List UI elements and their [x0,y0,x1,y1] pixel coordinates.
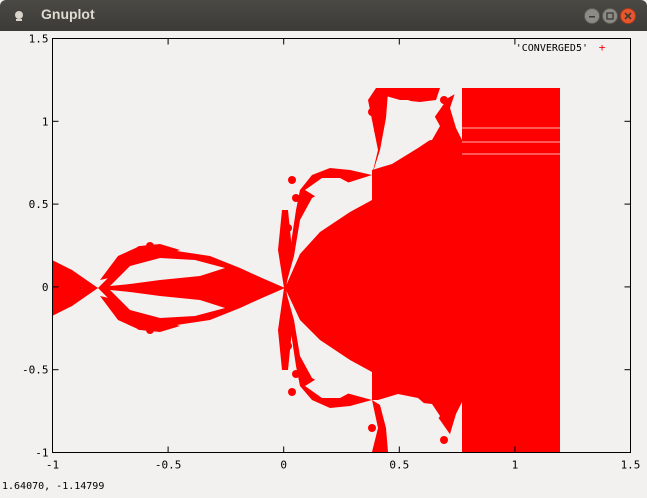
y-tick-label: 1 [42,115,49,128]
close-button[interactable] [620,8,636,24]
maximize-button[interactable] [602,8,618,24]
x-tick-label: 1.5 [621,459,641,472]
x-tick-label: 0 [280,459,287,472]
legend-marker-icon: + [599,41,606,54]
app-icon [15,11,23,21]
minimize-icon [589,16,595,18]
status-coordinates: 1.64070, -1.14799 [2,481,105,492]
x-tick-label: 1 [512,459,519,472]
window-title: Gnuplot [41,6,95,22]
y-tick-label: 0 [42,281,49,294]
minimize-button[interactable] [584,8,600,24]
plot-border [52,38,631,453]
axis-ticks [52,38,631,453]
x-tick-label: -1 [46,459,59,472]
plot-area[interactable]: -1 -0.5 0 0.5 1 1.5 1.5 1 0.5 0 -0.5 -1 'CONVERGED5… [0,31,647,498]
y-tick-label: 1.5 [29,33,49,46]
close-icon [624,12,632,20]
plot-canvas[interactable]: -1 -0.5 0 0.5 1 1.5 1.5 1 0.5 0 -0.5 -1 'CONVERGED5… [0,31,647,498]
y-tick-label: -0.5 [22,364,49,377]
legend-label: 'CONVERGED5' [516,43,588,54]
x-tick-label: 0.5 [389,459,409,472]
maximize-icon [606,12,614,20]
legend: 'CONVERGED5' + [516,41,606,54]
title-bar[interactable]: Gnuplot [0,0,647,31]
y-tick-label: -1 [35,447,48,460]
fractal-points [52,88,560,452]
axis-tick-labels: -1 -0.5 0 0.5 1 1.5 1.5 1 0.5 0 -0.5 -1 [22,33,640,472]
x-tick-label: -0.5 [155,459,182,472]
y-tick-label: 0.5 [29,198,49,211]
